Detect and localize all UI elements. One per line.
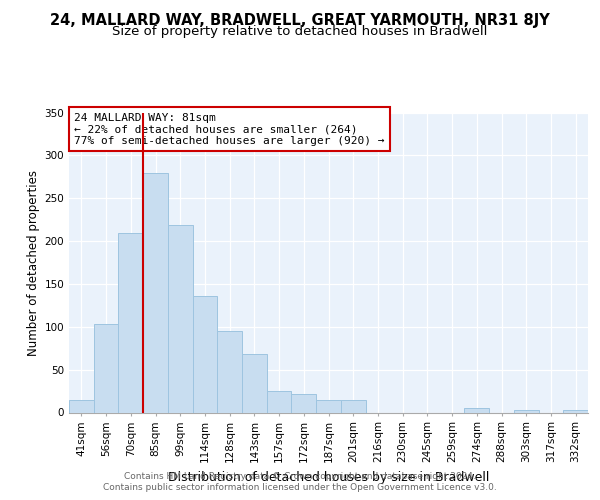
X-axis label: Distribution of detached houses by size in Bradwell: Distribution of detached houses by size …	[168, 470, 489, 484]
Bar	[292, 394, 316, 412]
Bar	[193, 296, 217, 412]
Text: Contains public sector information licensed under the Open Government Licence v3: Contains public sector information licen…	[103, 484, 497, 492]
Text: 24, MALLARD WAY, BRADWELL, GREAT YARMOUTH, NR31 8JY: 24, MALLARD WAY, BRADWELL, GREAT YARMOUT…	[50, 12, 550, 28]
Bar	[94, 324, 118, 412]
Text: 24 MALLARD WAY: 81sqm
← 22% of detached houses are smaller (264)
77% of semi-det: 24 MALLARD WAY: 81sqm ← 22% of detached …	[74, 112, 385, 146]
Bar	[217, 331, 242, 412]
Bar	[143, 172, 168, 412]
Bar	[267, 391, 292, 412]
Bar	[316, 400, 341, 412]
Bar	[563, 410, 588, 412]
Text: Size of property relative to detached houses in Bradwell: Size of property relative to detached ho…	[112, 25, 488, 38]
Y-axis label: Number of detached properties: Number of detached properties	[27, 170, 40, 356]
Bar	[242, 354, 267, 412]
Bar	[168, 225, 193, 412]
Bar	[341, 400, 365, 412]
Bar	[69, 400, 94, 412]
Bar	[514, 410, 539, 412]
Bar	[118, 232, 143, 412]
Text: Contains HM Land Registry data © Crown copyright and database right 2024.: Contains HM Land Registry data © Crown c…	[124, 472, 476, 481]
Bar	[464, 408, 489, 412]
